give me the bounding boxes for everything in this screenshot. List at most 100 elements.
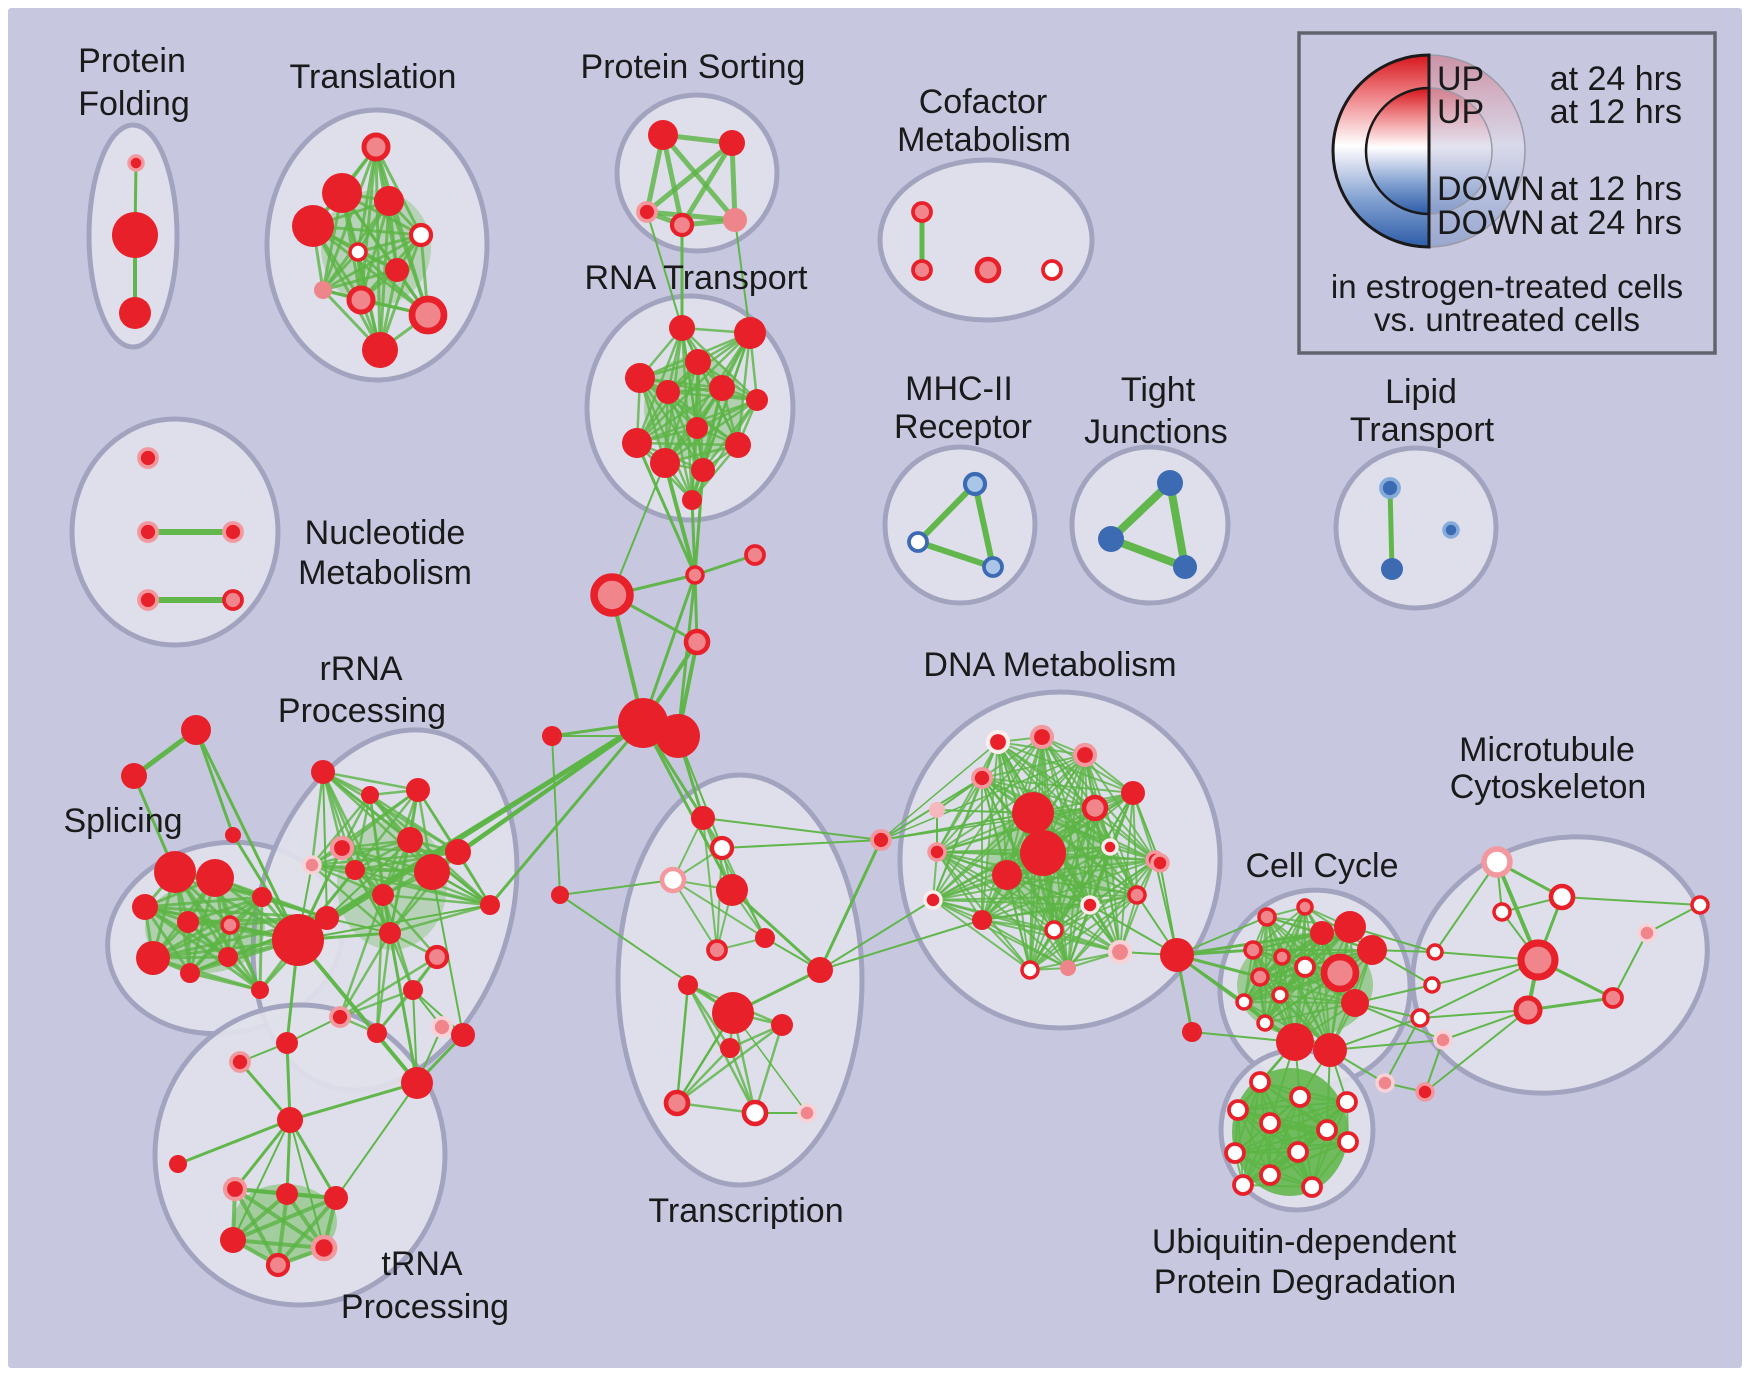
network-edge [690,498,697,577]
network-node [741,1099,769,1127]
network-edge [702,817,882,841]
network-node [119,297,151,329]
cluster-label-cofactor-metabolism: Cofactor [919,83,1048,121]
network-node [379,922,401,944]
network-edge [819,919,983,971]
network-node [648,120,678,150]
network-edge [1084,754,1138,896]
network-node [971,767,993,789]
cluster-label-lipid-transport: Transport [1350,411,1495,449]
network-node [1127,885,1147,905]
network-edge [660,132,685,228]
network-node [1249,1071,1271,1093]
network-edge [1269,1096,1301,1176]
network-edge [297,904,491,941]
network-edge [721,839,882,849]
network-edge [936,777,983,853]
network-node [1029,724,1055,750]
legend-direction-label: DOWN [1437,204,1545,242]
network-edge [1387,485,1395,572]
network-edge [1243,932,1323,1003]
network-edge [388,931,419,1085]
cluster-ellipse-cofactor-metabolism [877,157,1095,323]
network-edge [381,893,439,959]
network-edge [660,132,738,223]
legend-time-label: at 24 hrs [1550,204,1682,242]
network-node [252,887,272,907]
network-node [1273,948,1291,966]
network-node [222,521,244,543]
network-edge [981,919,1031,971]
network-edge [646,211,683,329]
network-node [985,729,1011,755]
network-node [1337,1131,1359,1153]
network-node [709,835,735,861]
network-edge [1329,1039,1444,1051]
network-edge [143,905,192,975]
network-node [712,992,754,1034]
network-node [622,428,652,458]
legend-direction-label: DOWN [1437,170,1545,208]
network-edge [374,145,382,352]
cluster-label-protein-folding: Protein [78,42,186,80]
network-node [348,242,368,262]
network-edge [1646,904,1701,934]
network-node [265,1252,291,1278]
network-edge [311,224,382,352]
network-edge [311,224,430,317]
network-node [685,349,711,375]
network-edge [1294,949,1373,1043]
network-edge [932,777,983,901]
network-node [1442,521,1460,539]
network-node [1296,898,1314,916]
cluster-label-lipid-transport: Lipid [1385,373,1457,411]
network-node [744,544,766,566]
network-edge [936,851,1055,931]
network-edge [1067,894,1138,969]
network-node [551,886,569,904]
network-edge [288,1118,338,1200]
network-node [1107,939,1133,965]
legend-time-label: at 12 hrs [1550,93,1682,131]
network-edge [1029,951,1121,971]
cluster-label-tight-junctions: Tight [1121,371,1196,409]
network-node [1060,960,1076,976]
network-node [691,806,715,830]
network-node [251,981,269,999]
network-node [719,130,745,156]
network-edge [1242,1122,1271,1186]
network-node [220,915,240,935]
network-node [154,851,196,893]
network-edge [1006,874,1138,896]
network-node [1410,1008,1430,1028]
network-node [923,890,943,910]
network-edge [981,919,1069,969]
network-node [1098,526,1124,552]
network-edge [143,895,264,909]
network-edge [1084,754,1156,861]
network-edge [188,971,262,992]
network-node [276,1032,298,1054]
network-node [225,827,241,843]
network-edge [819,899,934,971]
network-node [329,1006,351,1028]
network-node [1690,895,1710,915]
network-node [1041,259,1063,281]
network-node [1320,953,1360,993]
network-edge [611,462,666,596]
cluster-label-protein-sorting: Protein Sorting [581,48,806,86]
network-edge [1259,926,1351,978]
cluster-label-mhc-ii-receptor: MHC-II [905,370,1013,408]
cluster-label-mhc-ii-receptor: Receptor [894,408,1032,446]
cluster-label-rrna-processing: rRNA [319,650,402,688]
network-edge [310,770,325,867]
network-node [229,1051,251,1073]
network-edge [936,851,1121,953]
network-node [992,860,1022,890]
cluster-label-tight-junctions: Junctions [1084,413,1228,451]
network-node [1259,1164,1281,1186]
network-edge [663,398,759,465]
network-edge [456,721,645,854]
network-node [1381,558,1403,580]
